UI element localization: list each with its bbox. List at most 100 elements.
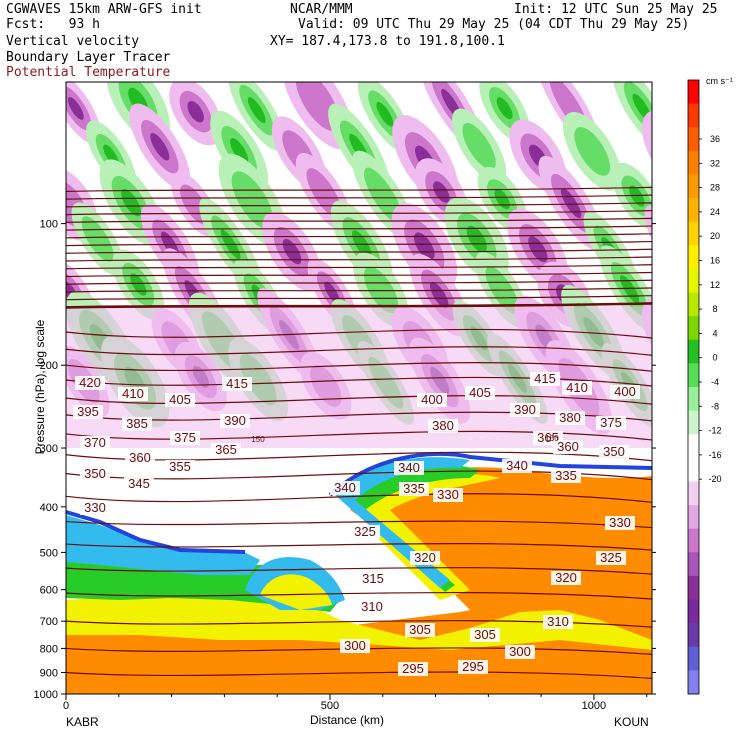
theta-label-bg [428, 419, 458, 433]
colorbar-swatch [688, 316, 699, 341]
colorbar-tick-label: 24 [710, 207, 720, 217]
tropopause-label: 150 [251, 435, 265, 444]
x-endpoint-left: KABR [66, 715, 99, 729]
colorbar-swatch [688, 339, 699, 364]
theta-label-bg [551, 469, 581, 483]
theta-label-bg [605, 516, 635, 530]
theta-label-bg [122, 417, 152, 431]
x-tick-label: 500 [321, 700, 339, 712]
theta-label-bg [505, 645, 535, 659]
theta-contour [66, 395, 652, 405]
theta-label: 310 [547, 614, 569, 629]
theta-label: 375 [174, 430, 196, 445]
theta-label: 390 [514, 402, 536, 417]
theta-label-bg [124, 477, 154, 491]
theta-contour [66, 542, 652, 551]
theta-label-bg [340, 639, 370, 653]
y-tick-label: 500 [40, 547, 58, 559]
y-tick-label: 900 [40, 667, 58, 679]
theta-contour [66, 591, 652, 600]
theta-label-bg [394, 461, 424, 475]
bl-blue-plume-edge [328, 451, 652, 497]
x-axis: 0 500 1000 [63, 694, 648, 712]
colorbar-swatch [688, 575, 699, 601]
y-tick-label: 1000 [34, 689, 58, 701]
colorbar-swatch [688, 268, 699, 294]
theta-label: 310 [361, 599, 383, 614]
bl-cyan-plume-edge [335, 457, 470, 588]
potential-temperature-contours: 420 415 415 410 410 405 405 400 400 395 390 390 385 3… [66, 186, 652, 680]
theta-label-bg [165, 393, 195, 407]
theta-contour [66, 194, 652, 200]
theta-label-bg [510, 403, 540, 417]
colorbar-tick-label: -12 [708, 426, 721, 436]
theta-label: 330 [437, 487, 459, 502]
colorbar-tick-label: 0 [712, 353, 717, 363]
theta-label-bg [80, 436, 110, 450]
theta-label: 335 [555, 468, 577, 483]
colorbar-tick-label: -16 [708, 450, 721, 460]
theta-contour [66, 233, 652, 239]
colorbar-tick-label: -20 [708, 474, 721, 484]
y-tick-label: 400 [40, 502, 58, 514]
theta-label: 315 [362, 571, 384, 586]
velocity-streak [112, 249, 165, 320]
colorbar-tick-label: 36 [710, 134, 720, 144]
theta-contour [66, 302, 652, 309]
theta-label: 320 [414, 550, 436, 565]
theta-label-bg [417, 393, 447, 407]
theta-label: 360 [129, 450, 151, 465]
x-axis-label: Distance (km) [310, 713, 385, 727]
colorbar-tick-label: 16 [710, 256, 720, 266]
theta-label-bg [118, 387, 148, 401]
init-time: Init: 12 UTC Sun 25 May 25 [514, 2, 718, 17]
theta-contour [66, 671, 652, 680]
colorbar-swatch [688, 363, 699, 388]
velocity-streak [451, 108, 507, 185]
theta-contour [66, 520, 652, 529]
theta-label: 300 [509, 644, 531, 659]
colorbar-swatch [688, 174, 699, 199]
colorbar-swatch [688, 150, 699, 175]
theta-label: 400 [421, 392, 443, 407]
colorbar-swatch [688, 80, 699, 105]
theta-label-bg [211, 443, 241, 457]
colorbar-swatch [688, 481, 699, 506]
theta-label-bg [125, 451, 155, 465]
theta-contour [66, 210, 652, 216]
bl-left-bump-inner [260, 574, 332, 610]
colorbar-swatch [688, 245, 699, 270]
velocity-weak-band [66, 306, 652, 449]
y-tick-label: 200 [40, 360, 58, 372]
cross-section-endpoints: XY= 187.4,173.8 to 191.8,100.1 [270, 34, 505, 49]
theta-label: 345 [128, 476, 150, 491]
theta-label: 330 [609, 515, 631, 530]
theta-label: 295 [402, 661, 424, 676]
theta-label: 350 [603, 444, 625, 459]
theta-contour [66, 202, 652, 208]
y-tick-label: 800 [40, 643, 58, 655]
colorbar-swatch [688, 623, 699, 648]
colorbar-swatch [688, 599, 699, 624]
theta-label: 355 [169, 459, 191, 474]
theta-label-bg [470, 628, 500, 642]
theta-label-bg [170, 431, 200, 445]
theta-label: 340 [398, 460, 420, 475]
theta-label: 300 [344, 638, 366, 653]
x-tick-label: 0 [63, 700, 69, 712]
velocity-streak [563, 111, 622, 191]
colorbar-swatch [688, 646, 699, 671]
colorbar-swatch [688, 103, 699, 128]
theta-label: 360 [557, 439, 579, 454]
velocity-streak [228, 82, 285, 151]
theta-label-bg [433, 488, 463, 502]
y-tick-label: 300 [40, 443, 58, 455]
theta-label-bg [553, 440, 583, 454]
theta-label-bg [596, 551, 626, 565]
theta-contour [66, 493, 652, 503]
colorbar-swatch [688, 434, 699, 459]
bl-blue-edge [66, 510, 246, 554]
colorbar-swatch [688, 127, 699, 152]
theta-label-bg [405, 623, 435, 637]
